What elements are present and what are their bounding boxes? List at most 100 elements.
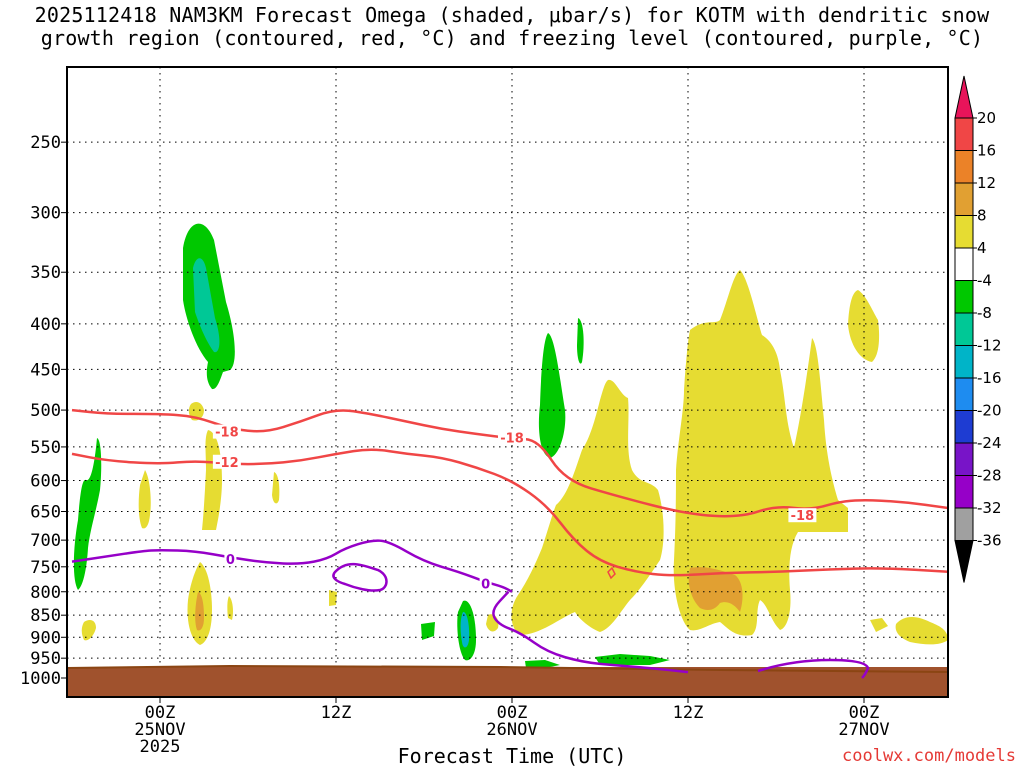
omega-region-upward-5-core	[460, 611, 470, 648]
dgz-small-contour	[607, 566, 616, 580]
colorbar-swatch-8	[954, 377, 974, 411]
colorbar-swatch-9	[954, 410, 974, 444]
contour-label-3: -12	[215, 456, 239, 471]
contour-label-4: 0	[226, 553, 235, 568]
colorbar-label-11: -28	[977, 467, 1002, 485]
omega-region-upward-6	[421, 622, 435, 640]
omega-shading	[73, 223, 948, 668]
contour-label-5: 0	[481, 577, 490, 592]
colorbar-label-12: -32	[977, 499, 1002, 517]
x-tick-label-2-2: 26NOV	[486, 720, 537, 740]
colorbar-label-3: 8	[977, 207, 987, 225]
chart-title-line1: 2025112418 NAM3KM Forecast Omega (shaded…	[34, 3, 990, 27]
y-tick-label-250: 250	[30, 133, 61, 153]
y-tick-label-1000: 1000	[20, 669, 61, 689]
colorbar-label-7: -12	[977, 337, 1002, 355]
omega-region-downward-8	[272, 472, 280, 504]
contour-series-2	[71, 539, 513, 593]
contour-label-bg-2	[788, 508, 817, 523]
contour-label-bg-3	[212, 454, 241, 469]
colorbar-swatch-12	[954, 507, 974, 541]
y-tick-label-350: 350	[30, 263, 61, 283]
x-tick-label-0-3: 2025	[140, 737, 181, 757]
x-tick-label-3-1: 12Z	[673, 703, 704, 723]
y-tick-label-600: 600	[30, 472, 61, 492]
omega-region-downward-10	[81, 620, 96, 641]
colorbar-label-1: 16	[977, 142, 996, 160]
freezing-level-closed-contour	[332, 562, 388, 592]
y-tick-label-800: 800	[30, 583, 61, 603]
colorbar-arrow-bottom	[954, 540, 974, 583]
contour-label-0: -18	[215, 426, 239, 441]
colorbar-label-13: -36	[977, 532, 1002, 550]
y-tick-label-400: 400	[30, 315, 61, 335]
contour-series-3	[492, 590, 689, 674]
colorbar-swatch-7	[954, 345, 974, 379]
x-tick-label-2-1: 00Z	[497, 703, 528, 723]
omega-region-downward-11	[870, 617, 948, 645]
y-tick-label-300: 300	[30, 204, 61, 224]
omega-colorbar: 20 16 12 8 4 -4 -8 -12 -16 -20 -24 -28 -32 -36	[954, 75, 1002, 583]
contour-label-bg-1	[498, 430, 526, 445]
omega-region-downward-6	[138, 470, 151, 529]
y-tick-label-500: 500	[30, 401, 61, 421]
colorbar-swatch-6	[954, 312, 974, 346]
freezing-level-surface-contour	[757, 658, 870, 679]
colorbar-label-6: -8	[977, 304, 992, 322]
colorbar-label-8: -16	[977, 369, 1002, 387]
ground-surface	[67, 667, 948, 697]
x-tick-label-1-1: 12Z	[321, 703, 352, 723]
plot-frame	[66, 66, 949, 698]
colorbar-swatch-11	[954, 475, 974, 509]
colorbar-swatch-2	[954, 182, 974, 216]
colorbar-label-10: -24	[977, 434, 1002, 452]
contour-series-1	[71, 448, 948, 577]
y-tick-label-850: 850	[30, 606, 61, 626]
contour-label-2: -18	[791, 509, 815, 524]
colorbar-label-4: 4	[977, 239, 987, 257]
x-axis-title: Forecast Time (UTC)	[397, 744, 627, 768]
x-tick-label-4-2: 27NOV	[838, 720, 889, 740]
colorbar-swatch-4	[954, 247, 974, 281]
contour-lines	[71, 408, 948, 674]
colorbar-arrow-top	[954, 75, 974, 119]
x-tick-label-4-1: 00Z	[849, 703, 880, 723]
contour-label-bg-5	[479, 576, 492, 591]
colorbar-label-0: 20	[977, 109, 996, 127]
y-tick-label-750: 750	[30, 558, 61, 578]
omega-region-downward-1	[673, 270, 848, 636]
omega-region-upward-4	[577, 318, 584, 364]
colorbar-swatch-3	[954, 215, 974, 249]
y-tick-label-450: 450	[30, 360, 61, 380]
y-tick-label-550: 550	[30, 438, 61, 458]
y-tick-label-700: 700	[30, 531, 61, 551]
colorbar-swatch-1	[954, 150, 974, 184]
colorbar-label-2: 12	[977, 174, 996, 192]
chart-title-line2: growth region (contoured, red, °C) and f…	[40, 26, 984, 50]
omega-region-upward-1-core	[193, 258, 220, 353]
x-tick-label-0-2: 25NOV	[134, 720, 185, 740]
omega-region-upward-2	[73, 438, 102, 590]
colorbar-label-5: -4	[977, 272, 992, 290]
omega-region-upward-3	[538, 333, 566, 458]
contour-series-0	[71, 408, 948, 518]
omega-region-upward-7	[525, 654, 670, 668]
colorbar-swatch-10	[954, 442, 974, 476]
chart-title: 2025112418 NAM3KM Forecast Omega (shaded…	[0, 4, 1024, 50]
contour-label-1: -18	[500, 431, 524, 446]
contour-label-bg-4	[224, 552, 237, 567]
colorbar-swatch-5	[954, 280, 974, 314]
y-tick-label-950: 950	[30, 649, 61, 669]
omega-region-downward-2	[511, 379, 664, 635]
contour-labels: -18 -18 -18 -12 0 0	[212, 424, 817, 592]
omega-region-downward-5-core	[195, 592, 204, 631]
contour-label-bg-0	[212, 424, 241, 439]
colorbar-swatch-0	[954, 117, 974, 151]
ground-surface-edge	[66, 664, 949, 673]
x-tick-label-0-1: 00Z	[145, 703, 176, 723]
omega-region-downward-1-core	[688, 567, 743, 612]
y-tick-label-900: 900	[30, 628, 61, 648]
y-axis: 2503003504004505005506006507007508008509…	[20, 133, 67, 689]
